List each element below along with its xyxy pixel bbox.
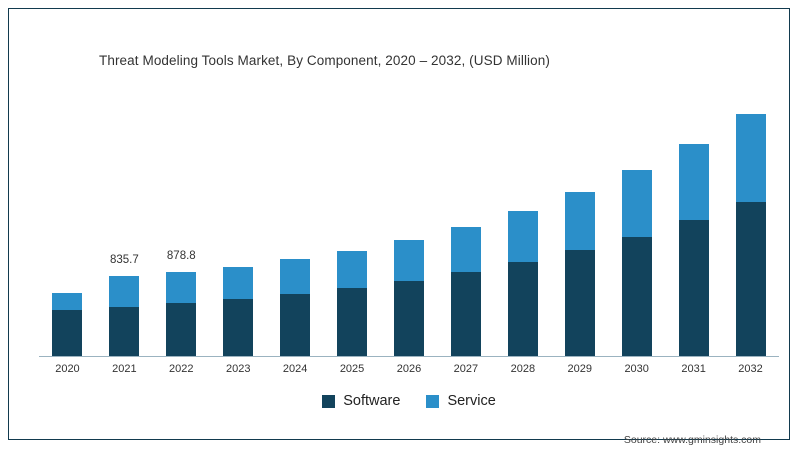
legend-swatch-software bbox=[322, 394, 336, 408]
x-tick-label: 2026 bbox=[396, 363, 422, 375]
bar-segment-software bbox=[621, 236, 652, 356]
x-tick-label: 2028 bbox=[510, 363, 536, 375]
x-tick-label: 2030 bbox=[624, 363, 649, 375]
bar-segment-software bbox=[678, 220, 709, 356]
bar-group[interactable] bbox=[735, 99, 766, 356]
bar-segment-software bbox=[109, 306, 140, 356]
x-tick-label: 2029 bbox=[567, 363, 592, 375]
bar-value-label: 878.8 bbox=[166, 250, 196, 263]
bar-group[interactable] bbox=[109, 99, 140, 356]
bar-group[interactable] bbox=[621, 99, 652, 356]
bar-group[interactable] bbox=[52, 99, 83, 356]
bar-group[interactable] bbox=[678, 99, 709, 356]
bar-segment-software bbox=[507, 262, 538, 356]
bar-segment-service bbox=[337, 250, 368, 289]
bar-group[interactable] bbox=[280, 99, 311, 356]
x-tick-label: 2022 bbox=[169, 363, 194, 375]
x-tick-label: 2032 bbox=[738, 363, 763, 375]
source-note: Source: www.gminsights.com bbox=[623, 434, 761, 446]
bar-segment-service bbox=[109, 276, 140, 307]
bar-segment-software bbox=[280, 294, 311, 356]
bar-value-label: 835.7 bbox=[109, 254, 139, 267]
bar-segment-software bbox=[564, 250, 595, 356]
bar-group[interactable] bbox=[507, 99, 538, 356]
x-tick-label: 2031 bbox=[681, 363, 706, 375]
bar-segment-service bbox=[735, 114, 766, 202]
bar-segment-service bbox=[52, 293, 83, 311]
x-tick-label: 2025 bbox=[339, 363, 365, 375]
bar-segment-service bbox=[564, 191, 595, 251]
bar-segment-software bbox=[450, 272, 481, 356]
bar-segment-service bbox=[621, 169, 652, 237]
chart-frame: Threat Modeling Tools Market, By Compone… bbox=[8, 8, 790, 446]
chart-legend: Software Service bbox=[9, 393, 800, 409]
bar-segment-service bbox=[450, 226, 481, 273]
bar-segment-service bbox=[678, 144, 709, 221]
bar-segment-service bbox=[166, 272, 197, 304]
x-tick-label: 2020 bbox=[55, 363, 80, 375]
chart-title: Threat Modeling Tools Market, By Compone… bbox=[99, 53, 550, 68]
bar-segment-software bbox=[394, 280, 424, 356]
bar-segment-service bbox=[507, 210, 538, 263]
bar-segment-service bbox=[394, 239, 424, 281]
bar-group[interactable] bbox=[337, 99, 368, 356]
bar-segment-software bbox=[52, 310, 83, 356]
bar-group[interactable] bbox=[223, 99, 254, 356]
bar-segment-service bbox=[223, 266, 254, 299]
x-tick-label: 2024 bbox=[282, 363, 308, 375]
legend-swatch-service bbox=[426, 394, 440, 408]
x-tick-label: 2023 bbox=[225, 363, 251, 375]
bar-group[interactable] bbox=[450, 99, 481, 356]
bar-group[interactable] bbox=[564, 99, 595, 356]
legend-label-service: Service bbox=[447, 393, 496, 409]
bar-group[interactable] bbox=[166, 99, 197, 356]
x-tick-label: 2021 bbox=[112, 363, 137, 375]
bar-segment-software bbox=[166, 303, 197, 356]
bar-segment-service bbox=[280, 259, 311, 295]
bar-segment-software bbox=[735, 201, 766, 356]
bar-group[interactable] bbox=[394, 99, 424, 356]
x-tick-label: 2027 bbox=[453, 363, 479, 375]
x-axis-line bbox=[39, 356, 779, 357]
bar-segment-software bbox=[223, 298, 254, 356]
legend-label-software: Software bbox=[343, 393, 401, 409]
legend-item-software[interactable]: Software bbox=[322, 393, 400, 409]
legend-item-service[interactable]: Service bbox=[426, 393, 496, 409]
bar-segment-software bbox=[337, 288, 368, 356]
